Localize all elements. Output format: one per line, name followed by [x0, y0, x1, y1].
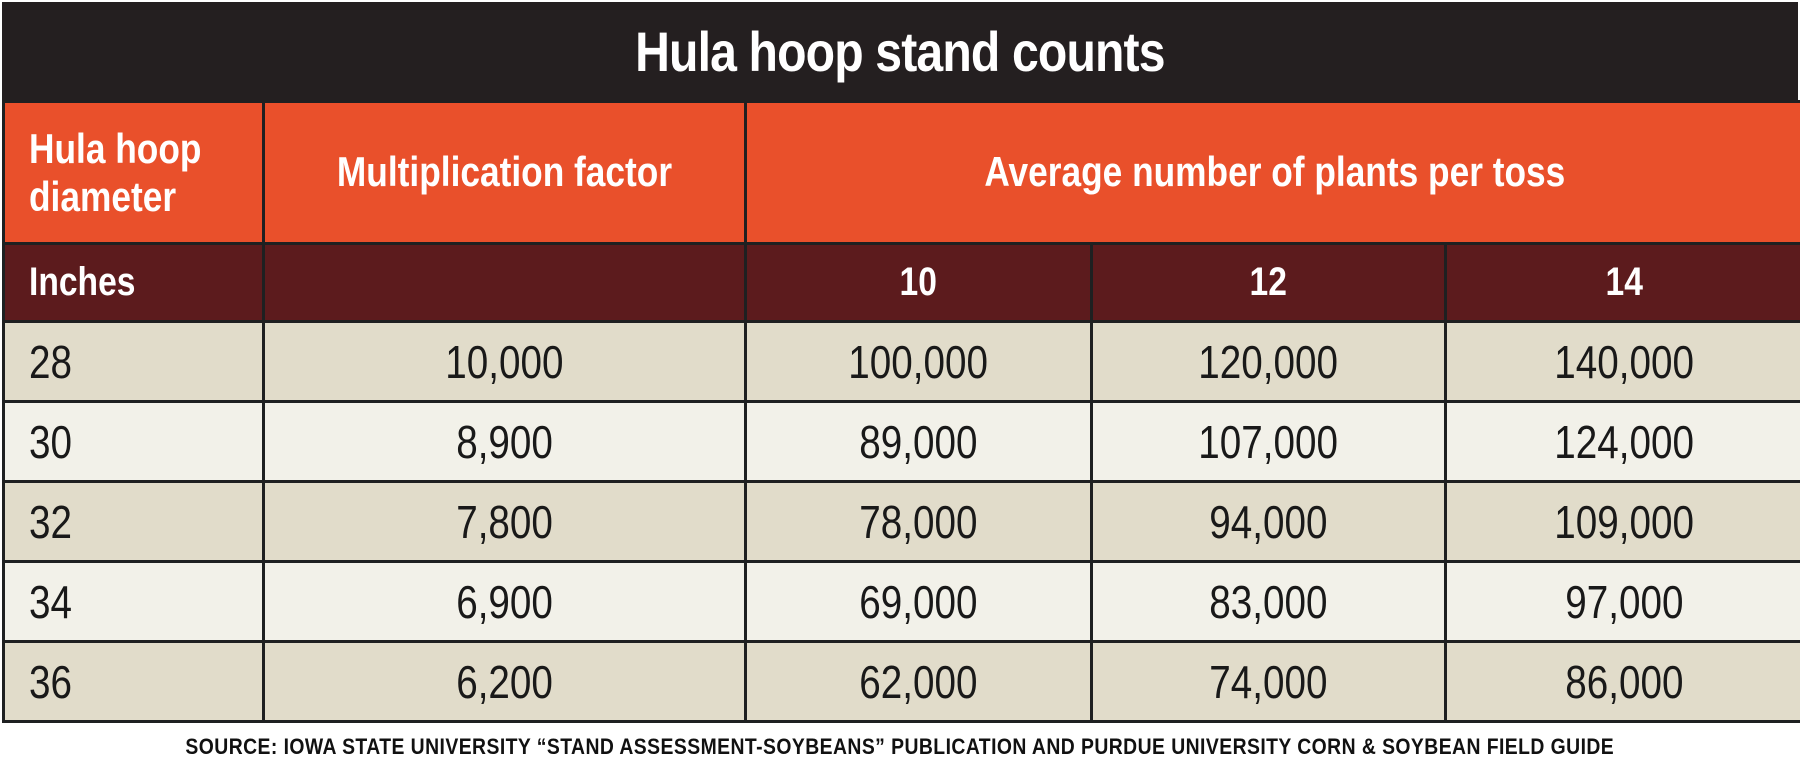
plants-12-cell: 120,000 — [1090, 320, 1447, 403]
factor-value: 6,200 — [456, 655, 553, 708]
plants-12-cell: 94,000 — [1090, 480, 1447, 563]
header-diameter-cell: Hula hoop diameter — [2, 100, 265, 245]
subheader-toss-10-label: 10 — [899, 260, 938, 304]
source-line: SOURCE: IOWA STATE UNIVERSITY “STAND ASS… — [2, 723, 1798, 771]
diameter-cell: 30 — [2, 400, 265, 483]
subheader-units-cell: Inches — [2, 242, 265, 323]
plants-14-value: 86,000 — [1565, 655, 1684, 708]
subheader-toss-14-label: 14 — [1605, 260, 1644, 304]
plants-10-cell: 100,000 — [744, 320, 1093, 403]
table-row: 34 6,900 69,000 83,000 97,000 — [2, 560, 1800, 643]
page-title: Hula hoop stand counts — [635, 19, 1165, 83]
plants-12-value: 107,000 — [1198, 415, 1339, 468]
header-row: Hula hoop diameter Multiplication factor… — [2, 100, 1800, 245]
factor-cell: 6,900 — [262, 560, 747, 643]
plants-14-cell: 97,000 — [1443, 560, 1800, 643]
plants-12-value: 120,000 — [1198, 335, 1339, 388]
table-row: 36 6,200 62,000 74,000 86,000 — [2, 640, 1800, 723]
subheader-toss-12-cell: 12 — [1090, 242, 1447, 323]
factor-value: 7,800 — [456, 495, 553, 548]
plants-14-value: 124,000 — [1554, 415, 1695, 468]
header-diameter-label: Hula hoop diameter — [29, 124, 202, 220]
plants-10-cell: 69,000 — [744, 560, 1093, 643]
plants-14-cell: 86,000 — [1443, 640, 1800, 723]
subheader-empty-cell — [262, 242, 747, 323]
subheader-units-label: Inches — [29, 260, 136, 304]
header-factor-label: Multiplication factor — [336, 148, 673, 196]
subheader-toss-10-cell: 10 — [744, 242, 1093, 323]
plants-10-value: 89,000 — [859, 415, 978, 468]
diameter-cell: 32 — [2, 480, 265, 563]
plants-12-value: 83,000 — [1209, 575, 1328, 628]
plants-14-cell: 109,000 — [1443, 480, 1800, 563]
table-row: 32 7,800 78,000 94,000 109,000 — [2, 480, 1800, 563]
diameter-value: 30 — [29, 415, 72, 468]
diameter-cell: 28 — [2, 320, 265, 403]
diameter-cell: 34 — [2, 560, 265, 643]
plants-10-value: 78,000 — [859, 495, 978, 548]
source-text: SOURCE: IOWA STATE UNIVERSITY “STAND ASS… — [185, 734, 1615, 759]
factor-value: 8,900 — [456, 415, 553, 468]
plants-10-cell: 78,000 — [744, 480, 1093, 563]
plants-10-value: 62,000 — [859, 655, 978, 708]
diameter-cell: 36 — [2, 640, 265, 723]
table-row: 28 10,000 100,000 120,000 140,000 — [2, 320, 1800, 403]
header-average-cell: Average number of plants per toss — [743, 100, 1800, 245]
factor-cell: 10,000 — [262, 320, 747, 403]
header-factor-cell: Multiplication factor — [262, 100, 747, 245]
plants-12-cell: 83,000 — [1090, 560, 1447, 643]
plants-14-cell: 124,000 — [1443, 400, 1800, 483]
factor-cell: 7,800 — [262, 480, 747, 563]
plants-14-cell: 140,000 — [1443, 320, 1800, 403]
subheader-row: Inches 10 12 14 — [2, 242, 1800, 323]
plants-12-cell: 74,000 — [1090, 640, 1447, 723]
diameter-value: 34 — [29, 575, 72, 628]
plants-12-value: 74,000 — [1209, 655, 1328, 708]
subheader-toss-12-label: 12 — [1249, 260, 1288, 304]
title-bar: Hula hoop stand counts — [2, 2, 1798, 100]
header-average-label: Average number of plants per toss — [984, 148, 1565, 196]
plants-10-cell: 62,000 — [744, 640, 1093, 723]
plants-10-cell: 89,000 — [744, 400, 1093, 483]
diameter-value: 32 — [29, 495, 72, 548]
factor-value: 6,900 — [456, 575, 553, 628]
table-row: 30 8,900 89,000 107,000 124,000 — [2, 400, 1800, 483]
plants-10-value: 69,000 — [859, 575, 978, 628]
plants-14-value: 140,000 — [1554, 335, 1695, 388]
factor-cell: 8,900 — [262, 400, 747, 483]
stand-counts-table: Hula hoop diameter Multiplication factor… — [2, 100, 1800, 723]
factor-cell: 6,200 — [262, 640, 747, 723]
diameter-value: 36 — [29, 655, 72, 708]
plants-10-value: 100,000 — [848, 335, 989, 388]
plants-14-value: 97,000 — [1565, 575, 1684, 628]
plants-12-cell: 107,000 — [1090, 400, 1447, 483]
subheader-toss-14-cell: 14 — [1443, 242, 1800, 323]
plants-14-value: 109,000 — [1554, 495, 1695, 548]
plants-12-value: 94,000 — [1209, 495, 1328, 548]
diameter-value: 28 — [29, 335, 72, 388]
factor-value: 10,000 — [445, 335, 564, 388]
